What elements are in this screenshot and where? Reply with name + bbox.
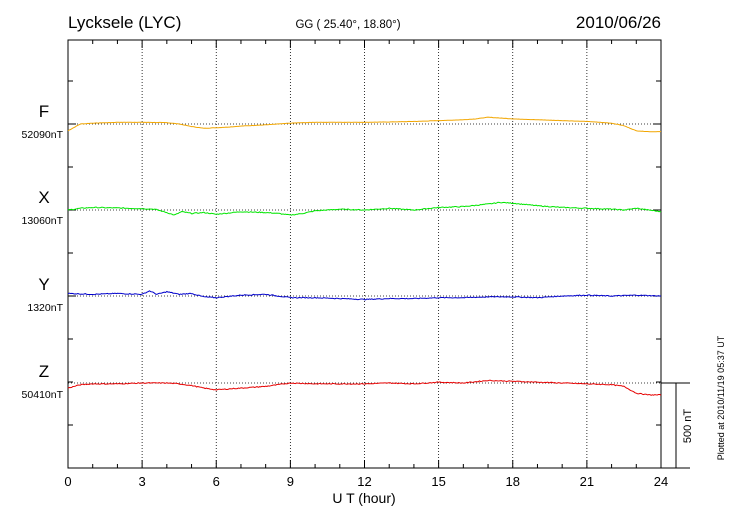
x-tick-label: 12 [357, 474, 371, 489]
x-tick-label: 24 [654, 474, 668, 489]
series-name-y: Y [38, 275, 49, 294]
x-tick-label: 0 [64, 474, 71, 489]
series-name-x: X [38, 188, 49, 207]
scale-bar-label: 500 nT [682, 409, 694, 444]
grid-lines [68, 40, 661, 468]
x-tick-label: 3 [139, 474, 146, 489]
series-labels: F 52090nT X 13060nT Y 1320nT Z 50410nT [22, 102, 64, 401]
plotted-at-note: Plotted at 2010/11/19 05:37 UT [716, 335, 726, 460]
series-line-f [67, 116, 662, 133]
series-line-y [67, 290, 662, 301]
series-lines [67, 116, 662, 396]
x-tick-label: 15 [431, 474, 445, 489]
x-tick-label: 6 [213, 474, 220, 489]
series-name-f: F [39, 102, 49, 121]
series-baseline-y: 1320nT [27, 302, 63, 314]
scale-bar: 500 nT [661, 382, 694, 469]
series-baseline-x: 13060nT [22, 215, 64, 227]
x-tick-label: 18 [506, 474, 520, 489]
series-baseline-f: 52090nT [22, 129, 64, 141]
x-tick-label: 21 [580, 474, 594, 489]
series-line-x [67, 201, 662, 216]
station-coordinates: GG ( 25.40°, 18.80°) [295, 19, 400, 31]
series-line-z [67, 379, 662, 396]
x-tick-label: 9 [287, 474, 294, 489]
x-tick-labels: 0 3 6 9 12 15 18 21 24 [64, 474, 668, 489]
plot-date: 2010/06/26 [576, 13, 661, 32]
x-axis-label: U T (hour) [332, 490, 395, 506]
series-name-z: Z [39, 362, 49, 381]
series-baseline-z: 50410nT [22, 389, 64, 401]
station-title: Lycksele (LYC) [68, 13, 181, 32]
axis-ticks [67, 40, 662, 468]
